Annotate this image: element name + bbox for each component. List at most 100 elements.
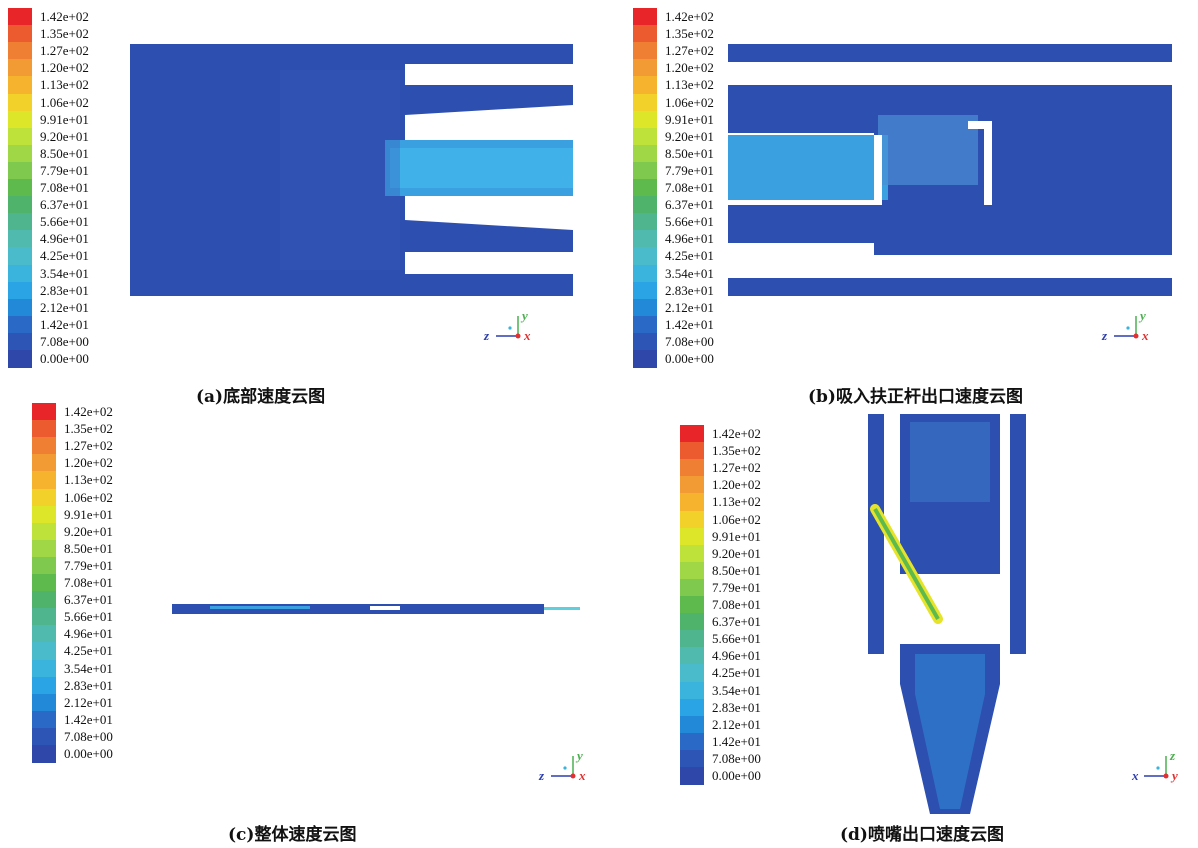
legend-label: 7.08e+01 [64,575,113,590]
legend-label: 1.42e+02 [665,9,714,24]
legend-swatch [633,110,657,129]
legend-label: 2.83e+01 [40,282,89,298]
legend-swatch [8,298,32,317]
legend-swatch [680,476,704,494]
legend-swatch [8,213,32,231]
legend-swatch [680,561,704,580]
axis-up-label: z [1169,748,1176,763]
legend-swatch [680,664,704,682]
legend-swatch [633,213,657,231]
axis-triad-a: y z x [480,298,540,348]
legend-label: 9.91e+01 [712,528,761,544]
legend-label: 9.20e+01 [64,523,113,539]
legend-swatch [633,281,657,300]
legend-swatch [633,76,657,94]
legend-label: 2.12e+01 [64,694,113,710]
legend-swatch [32,522,56,541]
legend-swatch [8,264,32,283]
legend-swatch [633,315,657,334]
legend-swatch [32,420,56,438]
legend-swatch [680,613,704,631]
caption-c: (c)整体速度云图 [228,825,357,845]
legend-swatch [680,767,704,785]
axis-triad-c: y z x [535,738,595,788]
legend-swatch [8,230,32,248]
caption-d: (d)喷嘴出口速度云图 [840,825,1004,845]
legend-swatch [32,505,56,524]
legend-label: 8.50e+01 [712,562,761,578]
legend-label: 0.00e+00 [40,351,89,366]
legend-swatch [8,161,32,180]
contour-b [728,44,1172,296]
legend-label: 1.20e+02 [712,477,761,493]
legend-label: 1.42e+01 [40,316,89,332]
legend-label: 6.37e+01 [40,197,89,213]
legend-label: 3.54e+01 [40,265,89,281]
legend-swatch [8,93,32,112]
legend-swatch [32,676,56,695]
legend-swatch [32,642,56,660]
axis-left-label: z [538,768,545,783]
legend-label: 1.35e+02 [40,26,89,42]
legend-label: 0.00e+00 [665,351,714,366]
legend-label: 4.96e+01 [40,231,89,247]
legend-label: 4.96e+01 [64,626,113,642]
legend-label: 1.13e+02 [712,494,761,510]
legend-label: 1.06e+02 [712,511,761,527]
legend-label: 2.83e+01 [665,282,714,298]
legend-swatch [633,247,657,265]
legend-label: 7.08e+00 [712,750,761,766]
legend-swatch [680,442,704,460]
axis-up-label: y [575,748,583,763]
legend-swatch [32,471,56,489]
legend-label: 1.13e+02 [665,77,714,93]
legend-swatch [32,659,56,678]
legend-label: 8.50e+01 [64,540,113,556]
legend-label: 1.06e+02 [40,94,89,110]
legend-swatch [32,727,56,746]
legend-label: 7.08e+01 [712,597,761,612]
legend-swatch [680,647,704,665]
legend-swatch [680,459,704,477]
legend-label: 1.42e+01 [64,711,113,727]
legend-swatch [680,596,704,614]
legend-label: 9.20e+01 [665,128,714,144]
legend-label: 7.79e+01 [712,579,761,595]
legend-label: 1.13e+02 [40,77,89,93]
legend-swatch [633,196,657,214]
legend-label: 1.35e+02 [665,26,714,42]
legend-swatch [680,510,704,529]
legend-label: 9.20e+01 [712,545,761,561]
legend-swatch [32,608,56,626]
legend-label: 7.08e+00 [665,333,714,349]
legend-label: 4.25e+01 [64,643,113,659]
legend-label: 1.42e+01 [665,316,714,332]
legend-swatch [633,144,657,163]
legend-label: 6.37e+01 [712,614,761,630]
legend-label: 1.06e+02 [64,489,113,505]
contour-c [172,604,580,614]
axis-left-label: z [483,328,490,343]
legend-label: 7.79e+01 [40,162,89,178]
legend-swatch [32,403,56,421]
legend-label: 9.91e+01 [40,111,89,127]
legend-label: 1.27e+02 [64,438,113,454]
legend-swatch [680,630,704,648]
legend-label: 7.79e+01 [64,557,113,573]
legend-label: 7.08e+00 [40,333,89,349]
legend-label: 1.20e+02 [40,60,89,76]
legend-swatch [8,315,32,334]
axis-right-label: y [1170,768,1178,783]
legend-label: 6.37e+01 [665,197,714,213]
legend-label: 4.96e+01 [712,648,761,664]
legend-label: 2.12e+01 [665,299,714,315]
legend-swatch [680,732,704,751]
legend-label: 5.66e+01 [665,214,714,230]
legend-label: 5.66e+01 [64,609,113,625]
legend-label: 7.08e+01 [40,180,89,195]
legend-label: 2.12e+01 [712,716,761,732]
legend-swatch [32,745,56,763]
legend-swatch [32,574,56,592]
legend-label: 1.20e+02 [64,455,113,471]
legend-label: 5.66e+01 [40,214,89,230]
